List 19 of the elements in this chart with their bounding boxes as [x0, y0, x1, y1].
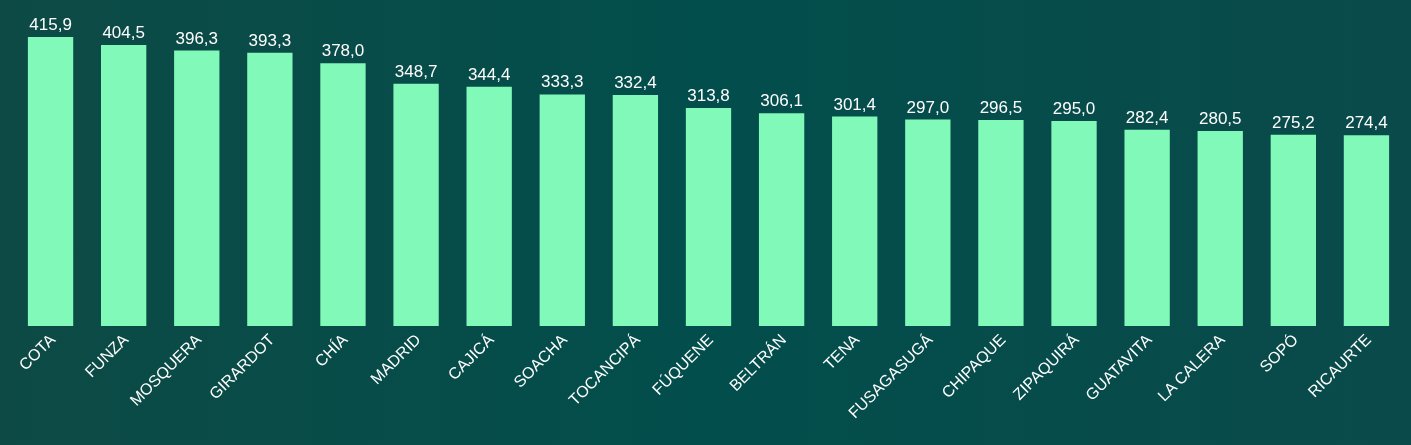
data-label: 275,2 [1272, 112, 1315, 132]
data-label: 282,4 [1125, 107, 1169, 127]
data-label: 348,7 [394, 61, 438, 81]
data-label: 344,4 [467, 64, 511, 84]
data-label: 295,0 [1052, 99, 1096, 119]
data-label: 306,1 [760, 91, 803, 111]
data-label: 332,4 [614, 73, 657, 93]
data-label: 313,8 [687, 85, 730, 105]
data-label: 404,5 [102, 22, 145, 42]
data-label: 301,4 [833, 94, 876, 114]
data-label: 396,3 [175, 28, 219, 48]
data-label: 393,3 [248, 30, 292, 50]
data-label: 280,5 [1198, 109, 1242, 129]
data-label: 378,0 [321, 41, 365, 61]
data-label: 274,4 [1345, 113, 1388, 133]
data-label: 296,5 [979, 97, 1023, 117]
data-label: 297,0 [906, 97, 950, 117]
data-label: 415,9 [29, 15, 72, 34]
data-label: 333,3 [541, 72, 584, 92]
